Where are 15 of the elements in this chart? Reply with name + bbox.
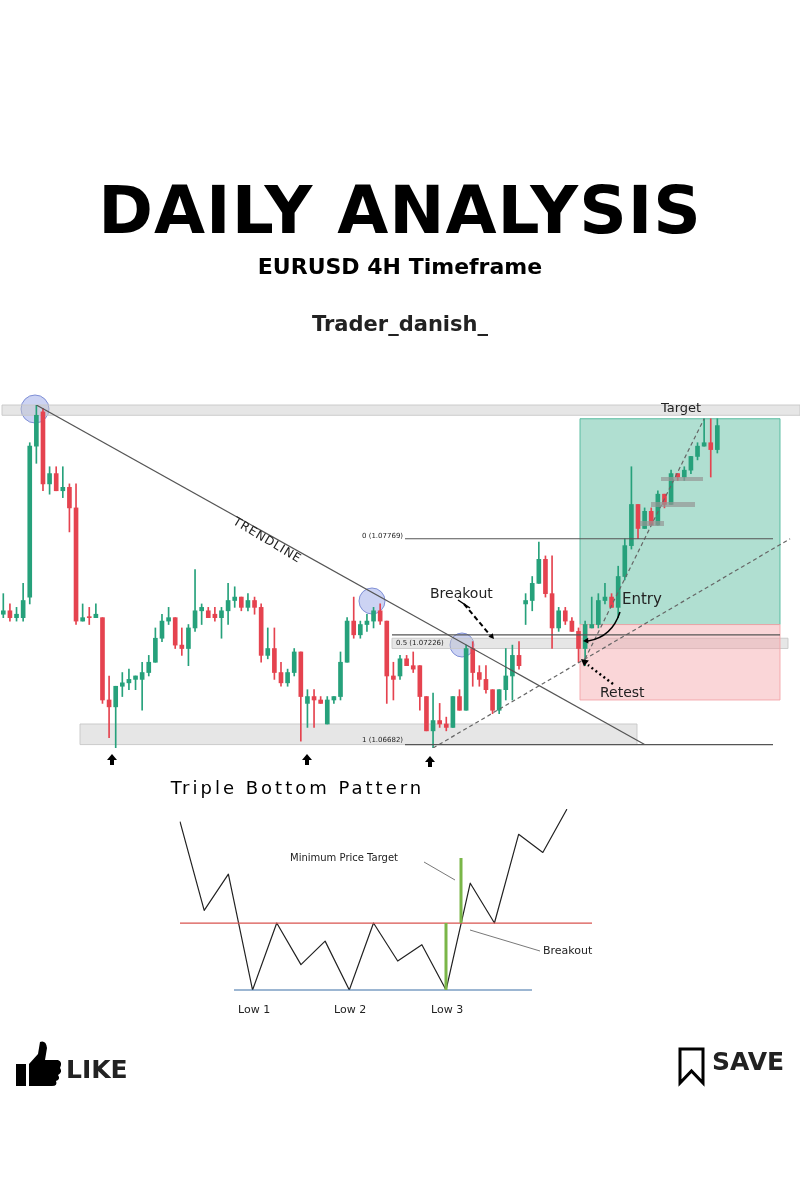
text: Low 2 [334,1003,367,1016]
text: LIKE [66,1055,128,1084]
chart-title: Triple Bottom Pattern [169,777,426,798]
annotation: Breakout [430,585,493,601]
chart-title: DAILY ANALYSIS [97,172,703,249]
chart-subtitle: EURUSD 4H Timeframe [256,254,544,279]
annotation: Target [661,400,702,415]
text: Trader_danish_ [311,312,489,336]
annotation: Retest [600,684,645,700]
annotation: Entry [622,590,662,608]
text: Low 3 [431,1003,464,1016]
text: SAVE [712,1047,785,1076]
text: Low 1 [238,1003,271,1016]
annotation: Minimum Price Target [290,852,399,863]
annotation: Breakout [543,944,593,957]
